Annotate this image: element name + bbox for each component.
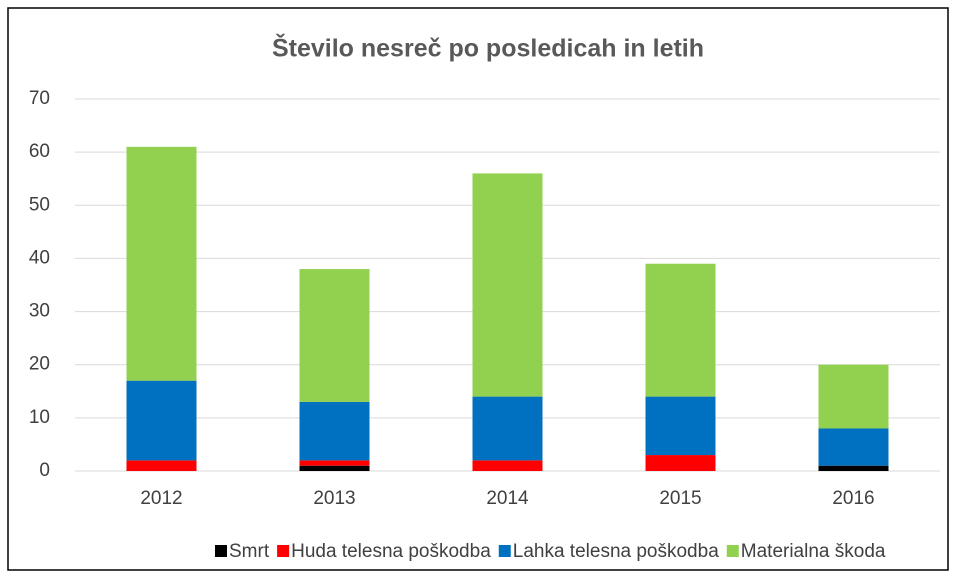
y-tick-label: 20 <box>29 354 50 375</box>
x-tick-label: 2014 <box>486 488 529 509</box>
bar-segment <box>472 396 543 461</box>
bar-segment <box>645 396 716 456</box>
bar-segment <box>472 173 543 397</box>
legend-swatch <box>498 545 511 557</box>
x-tick-label: 2012 <box>140 488 182 509</box>
legend-label: Lahka telesna poškodba <box>513 541 719 562</box>
y-tick-label: 30 <box>29 301 50 322</box>
bar-segment <box>299 401 370 461</box>
x-tick-label: 2013 <box>313 488 355 509</box>
bar-segment <box>472 460 543 471</box>
bar-segment <box>299 269 370 402</box>
legend-label: Smrt <box>229 541 270 562</box>
bar-segment <box>818 428 889 466</box>
bar-segment <box>645 455 716 471</box>
y-tick-label: 40 <box>29 247 50 268</box>
bar-segment <box>299 465 370 471</box>
bar-segment <box>126 460 197 471</box>
y-tick-label: 50 <box>29 194 50 215</box>
y-tick-label: 0 <box>39 460 50 481</box>
chart-title: Število nesreč po posledicah in letih <box>272 33 704 63</box>
legend-label: Materialna škoda <box>741 541 886 562</box>
legend-label: Huda telesna poškodba <box>291 541 491 562</box>
y-tick-label: 10 <box>29 407 50 428</box>
bar-segment <box>126 146 197 381</box>
x-tick-label: 2015 <box>659 488 701 509</box>
bar-segment <box>299 460 370 466</box>
legend-swatch <box>215 545 227 557</box>
x-tick-label: 2016 <box>832 488 874 509</box>
legend-swatch <box>726 545 739 557</box>
bar-segment <box>126 380 197 461</box>
bar-segment <box>818 465 889 471</box>
legend-swatch <box>277 545 290 557</box>
y-tick-label: 60 <box>29 141 50 162</box>
y-tick-label: 70 <box>29 88 50 109</box>
bar-segment <box>645 263 716 397</box>
bar-segment <box>818 364 889 429</box>
